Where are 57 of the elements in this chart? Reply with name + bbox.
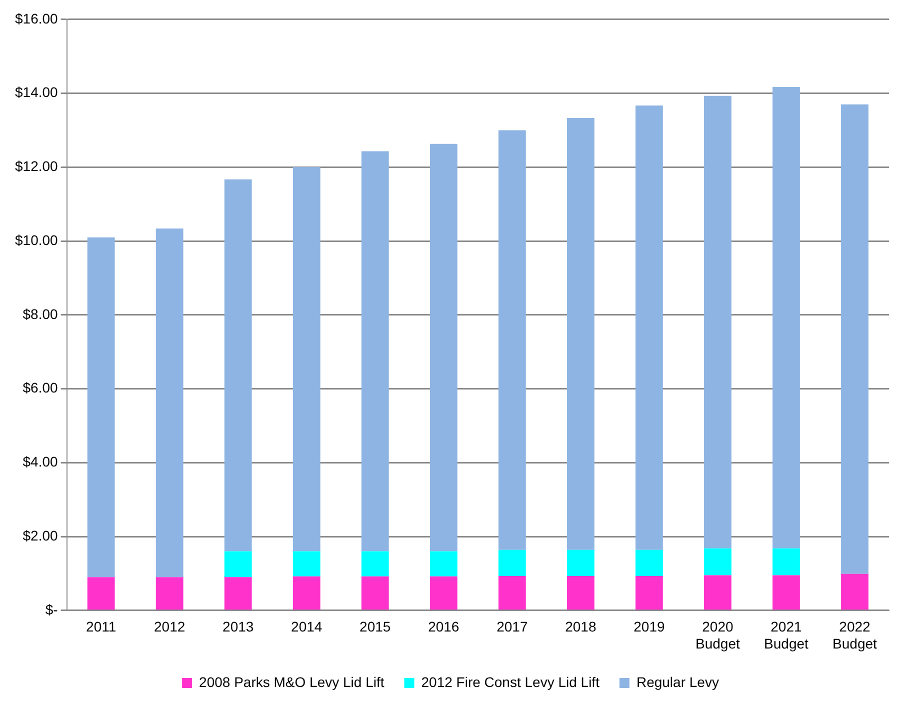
x-tick-label: 2022 Budget <box>832 618 878 652</box>
bar <box>430 576 458 610</box>
legend-label: Regular Levy <box>636 674 719 690</box>
bar <box>361 151 389 552</box>
bar <box>430 144 458 552</box>
bar <box>498 130 526 550</box>
bar <box>635 550 663 576</box>
x-tick-label: 2018 <box>565 618 596 635</box>
bar <box>361 576 389 610</box>
bar <box>156 228 184 578</box>
x-tick-label: 2012 <box>154 618 186 635</box>
bar <box>361 551 389 576</box>
x-tick-label: 2016 <box>428 618 460 635</box>
bar <box>87 577 115 610</box>
x-tick-label: 2020 Budget <box>696 618 740 652</box>
y-tick-label: $8.00 <box>22 306 58 322</box>
bar <box>292 167 320 552</box>
y-tick-label: $- <box>45 601 58 618</box>
y-tick-label: $10.00 <box>14 232 58 248</box>
bar <box>498 550 526 576</box>
bar <box>704 548 732 576</box>
bar <box>430 551 458 576</box>
bar <box>87 237 115 578</box>
x-tick-label: 2013 <box>222 618 254 635</box>
y-tick-label: $16.00 <box>14 10 58 26</box>
y-tick-label: $2.00 <box>22 527 58 544</box>
bar <box>224 577 252 610</box>
legend-label: 2012 Fire Const Levy Lid Lift <box>421 674 600 690</box>
x-tick-label: 2021 Budget <box>764 618 809 652</box>
bar <box>224 551 252 578</box>
x-tick-label: 2015 <box>360 618 391 635</box>
x-tick-label: 2017 <box>496 618 528 635</box>
bar <box>704 96 732 548</box>
x-tick-label: 2019 <box>634 618 665 635</box>
y-tick-label: $4.00 <box>22 454 58 470</box>
x-tick-label: 2011 <box>86 618 116 635</box>
bar <box>498 576 526 610</box>
x-tick-label: 2014 <box>291 618 322 635</box>
bar <box>772 86 800 548</box>
bar <box>292 551 320 576</box>
bar <box>704 575 732 610</box>
bar <box>635 105 663 550</box>
bar <box>635 576 663 610</box>
legend-label: 2008 Parks M&O Levy Lid Lift <box>199 674 384 690</box>
y-tick-label: $6.00 <box>22 380 58 396</box>
bar <box>566 576 594 610</box>
bar <box>224 179 252 552</box>
bar <box>772 575 800 610</box>
y-tick-label: $14.00 <box>14 84 58 100</box>
bar <box>566 550 594 576</box>
bar <box>566 118 594 550</box>
bar <box>841 104 868 574</box>
y-tick-label: $12.00 <box>14 158 58 174</box>
bar <box>156 577 184 610</box>
bar <box>841 574 868 610</box>
bar <box>772 548 800 576</box>
bar <box>292 576 320 610</box>
